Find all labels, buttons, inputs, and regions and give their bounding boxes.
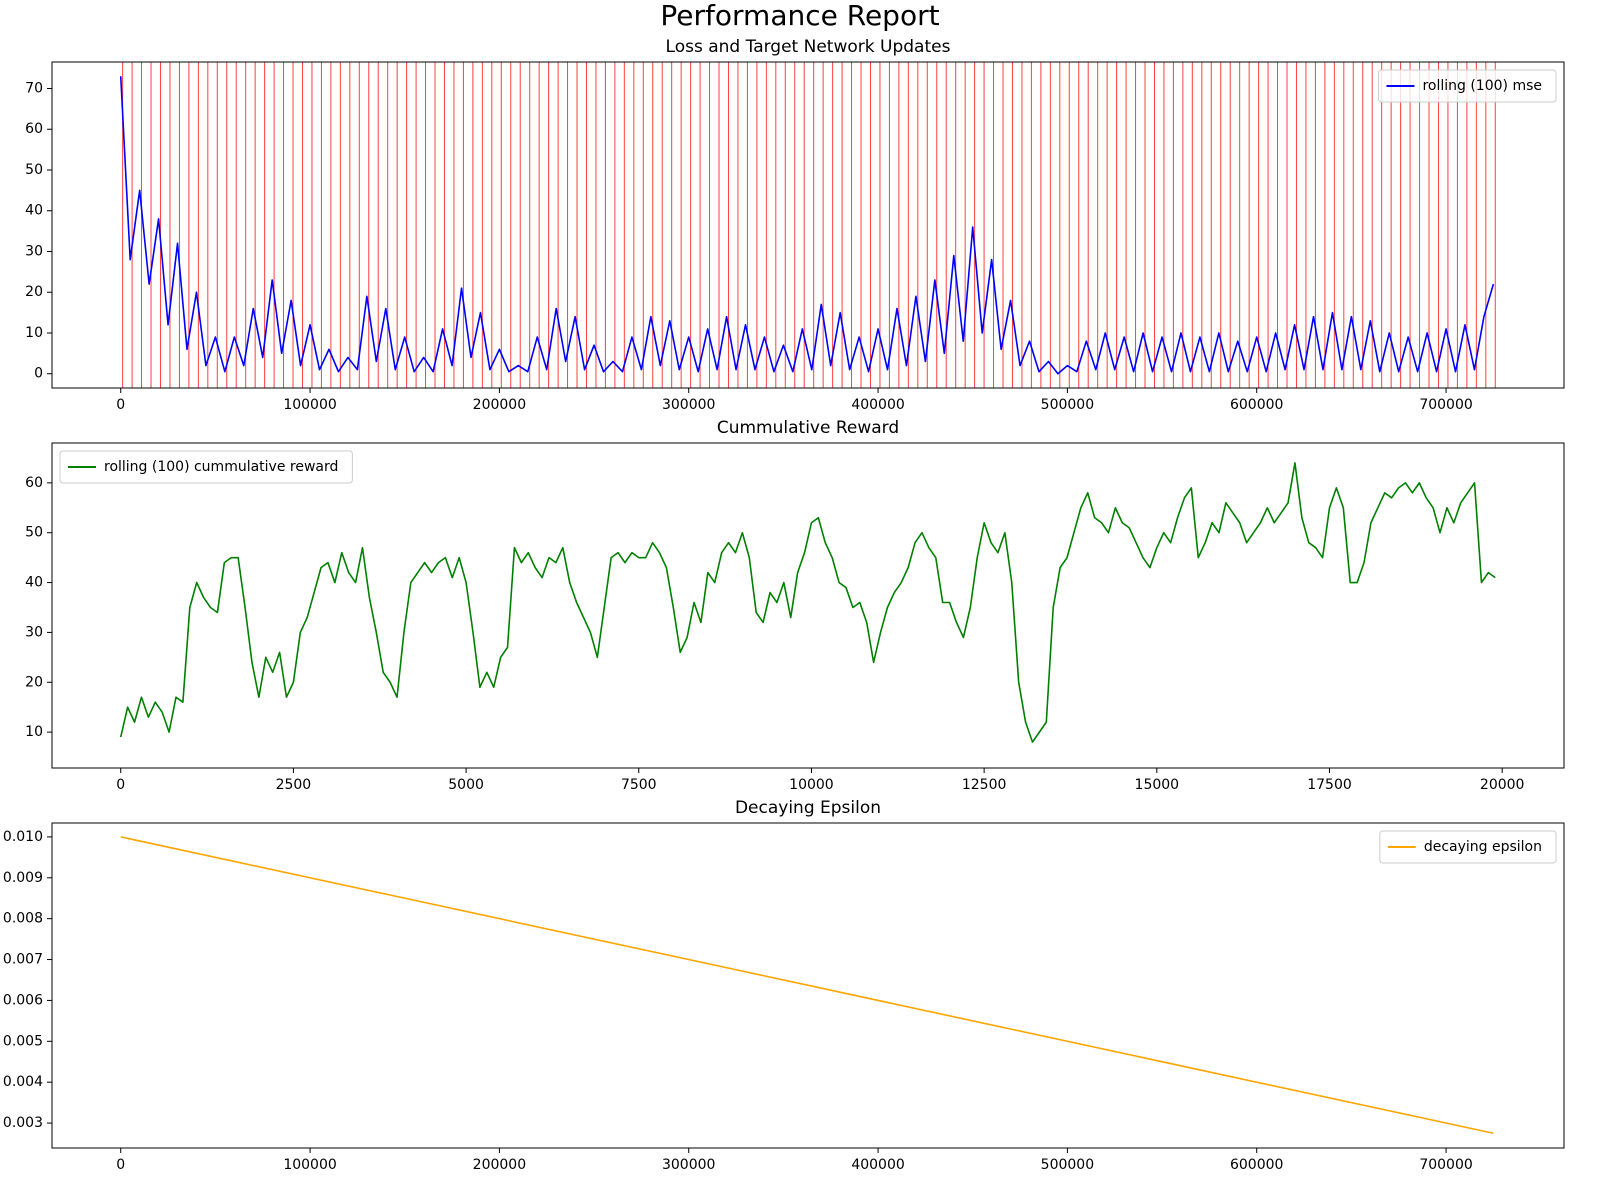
x-tick-label: 100000 <box>283 1157 336 1173</box>
axes-frame <box>51 61 1565 389</box>
y-tick-label: 50 <box>25 525 43 541</box>
legend: rolling (100) cummulative reward <box>59 450 353 484</box>
y-tick-label: 0.005 <box>3 1033 43 1049</box>
x-tick-label: 700000 <box>1419 397 1472 413</box>
y-tick-label: 0.010 <box>3 829 43 845</box>
x-tick-label: 20000 <box>1480 777 1525 793</box>
y-tick-label: 0.008 <box>3 911 43 927</box>
x-tick-label: 300000 <box>662 1157 715 1173</box>
figure-title: Performance Report <box>660 0 939 32</box>
legend-box <box>1377 69 1557 103</box>
x-tick-label: 600000 <box>1230 1157 1283 1173</box>
legend-label: decaying epsilon <box>1424 839 1542 855</box>
x-tick-label: 400000 <box>851 397 904 413</box>
y-tick-label: 40 <box>25 575 43 591</box>
x-tick-label: 10000 <box>789 777 834 793</box>
x-tick-label: 7500 <box>621 777 657 793</box>
y-tick-label: 10 <box>25 325 43 341</box>
y-tick-label: 0.009 <box>3 870 43 886</box>
y-tick-label: 20 <box>25 284 43 300</box>
x-tick-label: 17500 <box>1307 777 1352 793</box>
legend-box <box>59 450 353 484</box>
y-tick-label: 0.007 <box>3 952 43 968</box>
chart-title: Loss and Target Network Updates <box>666 37 951 57</box>
legend-box <box>1379 830 1557 864</box>
y-tick-label: 60 <box>25 475 43 491</box>
series-line <box>119 462 1496 743</box>
legend: decaying epsilon <box>1379 830 1557 864</box>
y-tick-label: 30 <box>25 243 43 259</box>
series-line <box>120 836 1494 1135</box>
x-tick-label: 100000 <box>283 397 336 413</box>
x-tick-label: 200000 <box>473 397 526 413</box>
x-tick-label: 12500 <box>962 777 1007 793</box>
chart-title: Decaying Epsilon <box>735 798 881 818</box>
x-tick-label: 400000 <box>851 1157 904 1173</box>
y-tick-label: 0.003 <box>3 1115 43 1131</box>
x-tick-label: 600000 <box>1230 397 1283 413</box>
y-tick-label: 10 <box>25 724 43 740</box>
y-tick-label: 0.004 <box>3 1074 43 1090</box>
x-tick-label: 5000 <box>448 777 484 793</box>
axes-frame <box>51 822 1565 1149</box>
y-tick-label: 30 <box>25 624 43 640</box>
y-tick-label: 70 <box>25 80 43 96</box>
x-tick-label: 0 <box>116 777 125 793</box>
x-tick-label: 700000 <box>1419 1157 1472 1173</box>
legend: rolling (100) mse <box>1377 69 1557 103</box>
x-tick-label: 0 <box>116 397 125 413</box>
chart-title: Cummulative Reward <box>717 418 899 438</box>
x-tick-label: 15000 <box>1135 777 1180 793</box>
legend-label: rolling (100) mse <box>1422 78 1542 94</box>
legend-label: rolling (100) cummulative reward <box>104 459 338 475</box>
x-tick-label: 300000 <box>662 397 715 413</box>
axes-frame <box>51 442 1565 769</box>
y-tick-label: 60 <box>25 121 43 137</box>
x-tick-label: 200000 <box>473 1157 526 1173</box>
x-tick-label: 2500 <box>276 777 312 793</box>
y-tick-label: 40 <box>25 203 43 219</box>
y-tick-label: 50 <box>25 162 43 178</box>
y-tick-label: 20 <box>25 674 43 690</box>
y-tick-label: 0 <box>34 366 43 382</box>
series-line <box>119 76 1495 375</box>
x-tick-label: 500000 <box>1041 1157 1094 1173</box>
y-tick-label: 0.006 <box>3 992 43 1008</box>
x-tick-label: 500000 <box>1041 397 1094 413</box>
x-tick-label: 0 <box>116 1157 125 1173</box>
